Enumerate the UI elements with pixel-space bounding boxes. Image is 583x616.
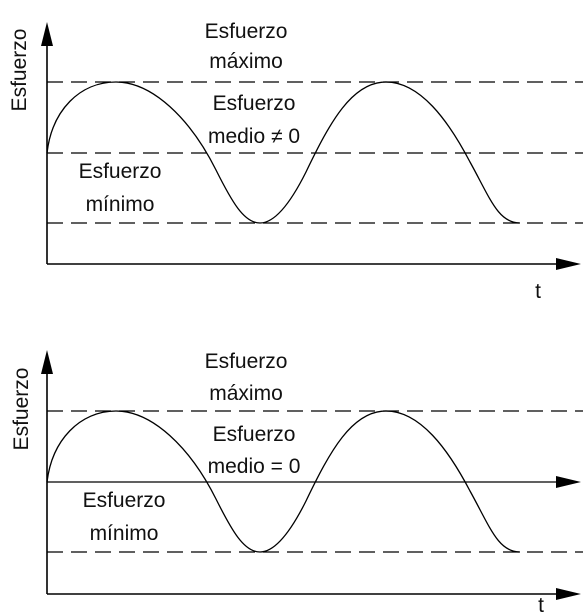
y-axis-label: Esfuerzo [8,29,31,112]
stress-wave [46,410,521,553]
x-axis-arrowhead [556,588,581,600]
max-stress-label-line2: máximo [209,50,283,73]
x-axis-label: t [535,280,541,303]
mean-stress-label-line2: medio = 0 [208,455,301,478]
y-axis-arrowhead [41,350,53,374]
y-axis-label: Esfuerzo [10,368,33,451]
mean-stress-label-line1: Esfuerzo [213,92,296,115]
panel-nonzero-mean: Esfuerzo t Esfuerzo máximo Esfuerzo medi… [8,20,583,303]
max-stress-label-line2: máximo [209,382,283,405]
mean-stress-label-line1: Esfuerzo [213,423,296,446]
max-stress-label-line1: Esfuerzo [205,20,288,43]
panel-zero-mean: Esfuerzo t Esfuerzo máximo Esfuerzo medi… [10,350,583,616]
x-axis-arrowhead [556,258,581,270]
min-stress-label-line1: Esfuerzo [83,489,166,512]
stress-wave [46,81,521,224]
mean-stress-arrowhead [556,476,581,488]
max-stress-label-line1: Esfuerzo [205,350,288,373]
y-axis-arrowhead [41,22,53,46]
min-stress-label-line1: Esfuerzo [79,160,162,183]
min-stress-label-line2: mínimo [90,522,159,545]
min-stress-label-line2: mínimo [86,193,155,216]
mean-stress-label-line2: medio ≠ 0 [208,125,300,148]
x-axis-label: t [538,594,544,616]
